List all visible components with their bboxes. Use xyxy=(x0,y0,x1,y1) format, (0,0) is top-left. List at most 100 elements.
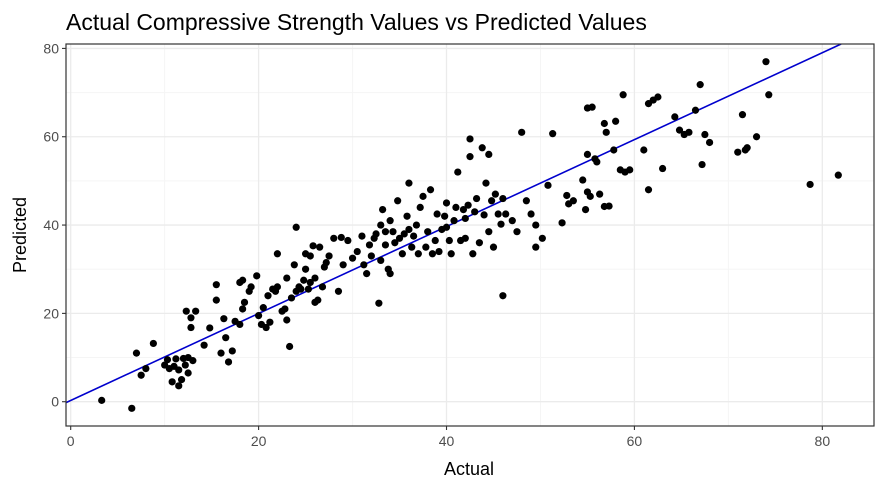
data-point xyxy=(386,217,394,225)
data-point xyxy=(266,318,274,326)
data-point xyxy=(168,378,176,386)
data-point xyxy=(426,186,435,194)
data-point xyxy=(292,223,300,231)
data-point xyxy=(602,128,610,136)
y-tick-label: 20 xyxy=(43,305,59,321)
x-tick-label: 40 xyxy=(439,433,455,449)
data-point xyxy=(762,58,770,66)
data-point xyxy=(459,206,468,214)
y-axis: 0 20 40 60 80 xyxy=(43,40,66,410)
data-point xyxy=(485,150,493,159)
data-point xyxy=(806,180,814,189)
data-point xyxy=(273,250,281,258)
data-point xyxy=(290,261,298,269)
data-point xyxy=(435,247,443,256)
data-point xyxy=(334,287,343,295)
data-point xyxy=(128,404,136,412)
data-point xyxy=(696,81,704,89)
y-tick-label: 60 xyxy=(43,129,59,145)
data-point xyxy=(353,247,361,256)
data-point xyxy=(605,202,613,210)
data-point xyxy=(654,93,662,101)
data-point xyxy=(304,285,312,293)
data-point xyxy=(698,160,706,169)
data-point xyxy=(301,265,310,273)
data-point xyxy=(217,349,225,357)
data-point xyxy=(330,234,338,242)
data-point xyxy=(311,274,319,282)
data-point xyxy=(318,283,327,291)
x-axis: 0 20 40 60 80 xyxy=(67,426,830,449)
data-point xyxy=(563,191,571,200)
data-point xyxy=(395,234,404,242)
data-point xyxy=(482,179,490,187)
y-tick-label: 80 xyxy=(43,40,59,56)
data-point xyxy=(142,364,150,373)
data-point xyxy=(283,316,291,324)
data-point xyxy=(239,276,247,284)
data-point xyxy=(452,203,460,211)
data-point xyxy=(381,241,390,249)
data-point xyxy=(644,186,653,194)
data-point xyxy=(488,197,496,205)
data-point xyxy=(442,199,451,207)
data-point xyxy=(212,281,220,289)
data-point xyxy=(222,334,230,342)
data-point xyxy=(363,270,371,278)
data-point xyxy=(619,91,627,99)
data-point xyxy=(247,283,255,291)
data-point xyxy=(447,250,455,258)
data-point xyxy=(187,314,195,322)
data-point xyxy=(442,223,451,231)
data-point xyxy=(412,221,421,229)
data-point xyxy=(259,304,267,312)
data-point xyxy=(220,315,228,323)
data-point xyxy=(475,239,483,247)
data-point xyxy=(300,276,308,284)
data-point xyxy=(701,130,709,139)
data-point xyxy=(206,324,214,332)
data-point xyxy=(286,342,294,351)
data-point xyxy=(466,135,474,143)
data-point xyxy=(527,210,535,218)
data-point xyxy=(478,144,486,152)
data-point xyxy=(588,103,596,111)
data-point xyxy=(405,225,413,234)
data-point xyxy=(752,133,761,141)
data-point xyxy=(532,243,540,251)
data-point xyxy=(558,219,566,227)
data-point xyxy=(738,111,747,119)
data-point xyxy=(513,228,521,236)
data-point xyxy=(316,243,324,251)
data-point xyxy=(734,148,742,156)
data-point xyxy=(431,236,439,245)
data-point xyxy=(337,233,345,242)
data-point xyxy=(433,210,441,218)
data-point xyxy=(192,307,200,315)
data-point xyxy=(640,146,648,154)
data-point xyxy=(765,91,773,99)
data-point xyxy=(377,256,385,264)
data-point xyxy=(400,230,408,238)
data-point xyxy=(212,296,220,304)
data-point xyxy=(394,197,402,205)
data-point xyxy=(422,243,430,251)
data-point xyxy=(306,278,314,287)
data-point xyxy=(181,361,189,369)
data-point xyxy=(659,164,667,173)
grid xyxy=(66,44,874,426)
data-point xyxy=(485,228,493,236)
data-point xyxy=(743,144,751,152)
data-point xyxy=(461,214,469,223)
data-point xyxy=(405,179,413,187)
data-point xyxy=(391,239,399,247)
data-point xyxy=(348,254,357,262)
data-point xyxy=(834,171,842,179)
data-point xyxy=(367,252,375,260)
data-point xyxy=(239,305,247,313)
y-tick-label: 40 xyxy=(43,217,59,233)
data-point xyxy=(281,305,289,313)
data-point xyxy=(579,176,587,184)
panel-border xyxy=(65,43,875,427)
